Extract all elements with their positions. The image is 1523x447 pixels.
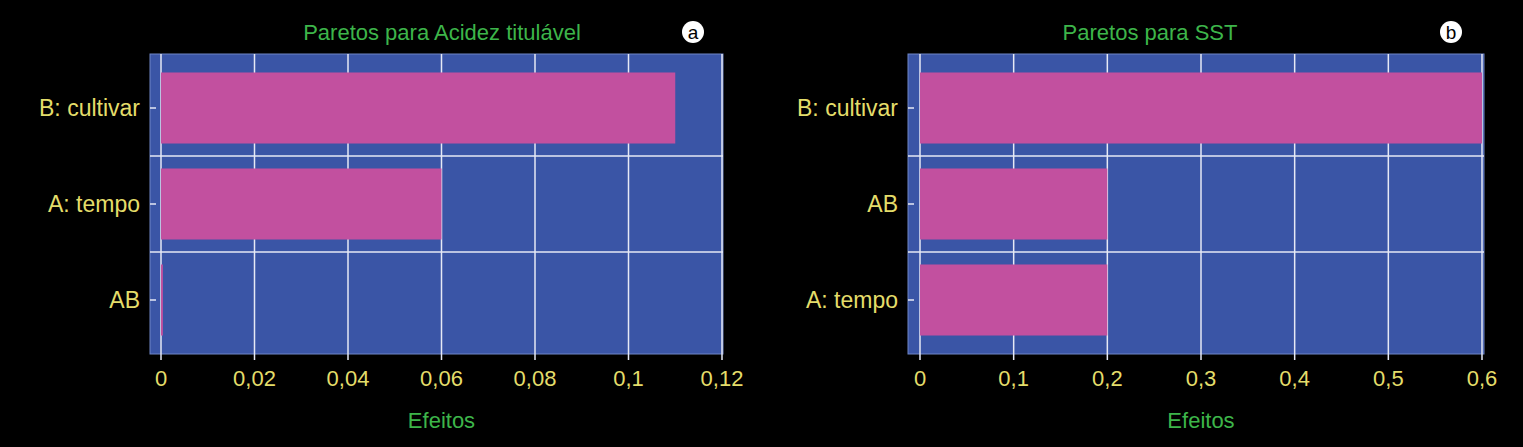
tick-label: 0,2 xyxy=(1092,366,1123,391)
tick-mark xyxy=(1200,354,1202,360)
tick-label: 0,1 xyxy=(613,366,644,391)
tick-label: 0,06 xyxy=(420,366,463,391)
tick-mark xyxy=(1481,354,1483,360)
category-label: AB xyxy=(867,191,898,217)
category-label: AB xyxy=(109,287,140,313)
axis-label: Efeitos xyxy=(1167,408,1234,433)
tick-label: 0,5 xyxy=(1373,366,1404,391)
bars xyxy=(920,72,1482,335)
tick-mark xyxy=(908,203,914,205)
tick-mark xyxy=(254,354,256,360)
tick-mark xyxy=(1013,354,1015,360)
bar xyxy=(161,264,163,335)
annotation: b xyxy=(1446,22,1457,43)
chart: Paretos para Acidez titulável a B: cultiva… xyxy=(39,20,743,433)
tick-mark xyxy=(908,107,914,109)
tick-label: 0 xyxy=(914,366,926,391)
title: Paretos para SST xyxy=(1063,20,1238,45)
category-label: A: tempo xyxy=(806,287,898,313)
bar xyxy=(161,168,442,239)
category-label: B: cultivar xyxy=(797,95,898,121)
tick-mark xyxy=(1107,354,1109,360)
tick-mark xyxy=(628,354,630,360)
tick-mark xyxy=(919,354,921,360)
tick-mark xyxy=(150,107,156,109)
bar xyxy=(161,72,675,143)
category-label: A: tempo xyxy=(48,191,140,217)
tick-label: 0 xyxy=(155,366,167,391)
tick-mark xyxy=(1388,354,1390,360)
tick-mark xyxy=(347,354,349,360)
grid-line xyxy=(721,54,723,354)
bar xyxy=(920,168,1107,239)
tick-label: 0,3 xyxy=(1186,366,1217,391)
tick-label: 0,6 xyxy=(1467,366,1498,391)
tick-label: 0,08 xyxy=(514,366,557,391)
tick-label: 0,02 xyxy=(233,366,276,391)
tick-mark xyxy=(534,354,536,360)
tick-label: 0,12 xyxy=(701,366,744,391)
chart: Paretos para SST b B: cultivar AB A: tempo 0 0… xyxy=(797,20,1497,433)
tick-mark xyxy=(721,354,723,360)
tick-mark xyxy=(1294,354,1296,360)
tick-label: 0,4 xyxy=(1279,366,1310,391)
plot-area xyxy=(150,54,723,354)
tick-mark xyxy=(150,299,156,301)
badge xyxy=(1440,21,1462,43)
bar xyxy=(920,264,1107,335)
grid-line xyxy=(150,155,723,157)
plot-area xyxy=(908,54,1484,354)
tick-label: 0,04 xyxy=(327,366,370,391)
tick-mark xyxy=(908,299,914,301)
grid-line xyxy=(908,251,1484,253)
bars xyxy=(161,72,675,335)
category-label: B: cultivar xyxy=(39,95,140,121)
tick-mark xyxy=(150,203,156,205)
tick-label: 0,1 xyxy=(998,366,1029,391)
bar xyxy=(920,72,1482,143)
badge xyxy=(682,21,704,43)
axis-label: Efeitos xyxy=(408,408,475,433)
tick-mark xyxy=(441,354,443,360)
title: Paretos para Acidez titulável xyxy=(303,20,581,45)
figure: Paretos para Acidez titulável a B: cultiva… xyxy=(0,0,1523,447)
annotation: a xyxy=(688,22,699,43)
grid-line xyxy=(908,155,1484,157)
grid-line xyxy=(150,251,723,253)
tick-mark xyxy=(160,354,162,360)
